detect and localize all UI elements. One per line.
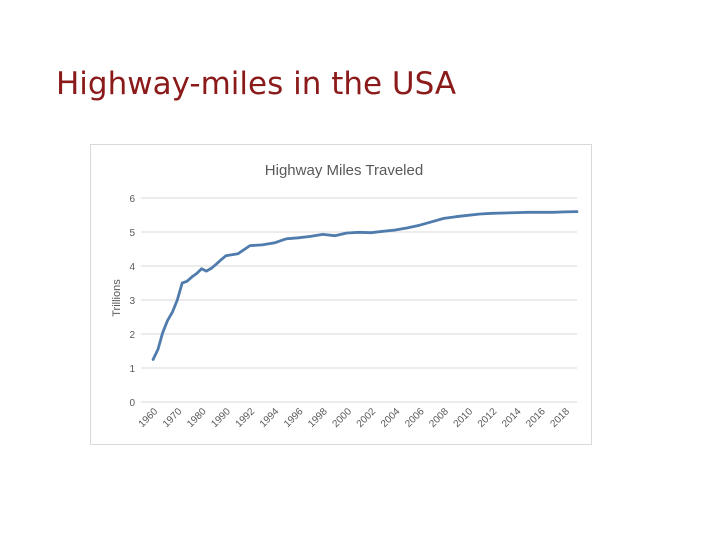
x-tick-label: 2014 <box>500 406 524 430</box>
y-tick-label: 6 <box>129 194 135 205</box>
x-tick-label: 2008 <box>427 406 451 430</box>
x-tick-label: 2002 <box>355 406 379 430</box>
x-tick-label: 2018 <box>548 406 572 430</box>
y-tick-label: 2 <box>129 330 135 341</box>
x-tick-label: 2000 <box>330 406 354 430</box>
slide-title: Highway-miles in the USA <box>56 66 457 102</box>
x-tick-label: 2016 <box>524 406 548 430</box>
series-layer <box>151 210 579 361</box>
x-tick-label: 2010 <box>452 406 476 430</box>
x-tick-label: 2012 <box>476 406 500 430</box>
chart-title: Highway Miles Traveled <box>265 162 423 179</box>
x-tick-label: 1960 <box>137 406 161 430</box>
series-line-0 <box>151 210 579 361</box>
y-axis-label: Trillions <box>111 279 123 317</box>
y-tick-label: 0 <box>129 398 135 409</box>
y-tick-label: 5 <box>129 228 135 239</box>
y-tick-label: 1 <box>129 364 135 375</box>
y-tick-label: 3 <box>129 296 135 307</box>
x-tick-label: 2004 <box>379 406 403 430</box>
x-tick-label: 1994 <box>258 406 282 430</box>
line-chart: Highway Miles Traveled Trillions 0 1 2 3 4 5 6… <box>111 162 579 430</box>
y-tick-label: 4 <box>129 262 135 273</box>
x-tick-label: 1980 <box>185 406 209 430</box>
x-tick-label: 1996 <box>282 406 306 430</box>
y-tick-labels: 0 1 2 3 4 5 6 <box>129 194 135 409</box>
x-tick-label: 1970 <box>161 406 185 430</box>
chart-frame: Highway Miles Traveled Trillions 0 1 2 3 4 5 6… <box>90 144 592 445</box>
x-tick-label: 2006 <box>403 406 427 430</box>
x-tick-label: 1992 <box>234 406 258 430</box>
x-tick-labels: 1960 1970 1980 1990 1992 1994 1996 1998 2000 2002… <box>137 406 573 430</box>
x-tick-label: 1998 <box>306 406 330 430</box>
x-tick-label: 1990 <box>209 406 233 430</box>
gridlines <box>141 197 577 403</box>
